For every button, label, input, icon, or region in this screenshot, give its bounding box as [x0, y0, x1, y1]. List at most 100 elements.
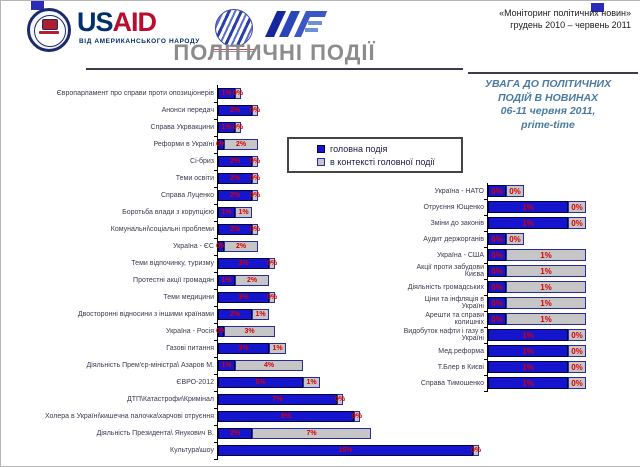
bar-value-label: 0%	[249, 192, 261, 199]
row-plot-area: 0% 0%	[484, 183, 639, 200]
chart-row: Анонси передач 2% 0%	[9, 102, 491, 120]
chart-row: Україна - США 0% 1%	[401, 247, 639, 264]
bar-value-label: 2%	[229, 175, 241, 182]
bar-value-label: 1%	[522, 202, 534, 212]
bar-context-event: 0%	[335, 394, 345, 405]
row-plot-area: 0% 2%	[214, 238, 491, 256]
bar-main-event: 1%	[218, 360, 235, 371]
bar-value-label: 0%	[491, 250, 503, 260]
row-plot-area: 0% 1%	[484, 247, 639, 264]
bar-main-event: 1%	[218, 88, 235, 99]
bar-value-label: 2%	[229, 158, 241, 165]
bar-value-label: 1%	[522, 362, 534, 372]
category-label: Культура\шоу	[170, 446, 214, 454]
bar-main-event: 2%	[218, 156, 252, 167]
bar-context-event: 0%	[266, 292, 278, 303]
row-plot-area: 1% 0%	[214, 85, 491, 103]
chart-row: Культура\шоу 15% 0%	[9, 442, 491, 460]
bar-context-event: 0%	[568, 345, 586, 357]
bar-value-label: 1%	[221, 277, 232, 284]
bar-main-event: 1%	[488, 217, 568, 229]
bar-value-label: 3%	[238, 260, 249, 267]
bar-value-label: 1%	[540, 266, 552, 276]
row-plot-area: 1% 0%	[484, 359, 639, 376]
bar-value-label: 1%	[238, 209, 249, 216]
row-plot-area: 2% 1%	[214, 306, 491, 324]
chart-row: Україна - ЄС 0% 2%	[9, 238, 491, 256]
bar-main-event: 3%	[218, 292, 269, 303]
bar-value-label: 5%	[255, 379, 266, 386]
bar-value-label: 7%	[306, 430, 317, 437]
globe-logo-caption	[211, 48, 255, 52]
category-label: Україна - НАТО	[434, 187, 485, 195]
chart-row: Європарламент про справи проти опозиціон…	[9, 85, 491, 103]
legend-label-main: головна подія	[330, 143, 388, 154]
bar-context-event: 0%	[249, 156, 261, 167]
category-label: Мед.реформа	[438, 347, 484, 355]
category-label: Акції проти забудови Києва	[416, 264, 484, 278]
category-label: Холера в Україні\кишечна палочка\харчові…	[44, 412, 214, 420]
bar-value-label: 0%	[215, 243, 227, 250]
bar-value-label: 1%	[522, 378, 534, 388]
bar-context-event: 0%	[233, 122, 243, 133]
row-plot-area: 0% 0%	[484, 231, 639, 248]
category-label: Діяльність Президента\ Янукович В.	[96, 429, 214, 437]
bar-value-label: 1%	[255, 311, 266, 318]
bar-value-label: 0%	[491, 298, 503, 308]
bar-value-label: 2%	[235, 243, 247, 250]
chart-row: Арешти та справи колишніх 0% 1%	[401, 311, 639, 328]
bar-context-event: 0%	[568, 377, 586, 389]
bar-value-label: 1%	[540, 250, 552, 260]
category-label: Боротьба влади з корупцією	[122, 208, 214, 216]
bar-main-event: 7%	[218, 394, 337, 405]
row-plot-area: 3% 0%	[214, 255, 491, 273]
bar-main-event: 1%	[488, 201, 568, 213]
bar-value-label: 4%	[263, 362, 275, 369]
row-plot-area: 1% 0%	[484, 375, 639, 392]
bar-value-label: 0%	[249, 158, 261, 165]
chart-row: Акції проти забудови Києва 0% 1%	[401, 263, 639, 280]
bar-main-event: 0%	[488, 281, 506, 293]
bar-value-label: 1%	[272, 345, 283, 352]
chart-row: Діяльність Президента\ Янукович В. 2% 7%	[9, 425, 491, 443]
bar-value-label: 7%	[272, 396, 283, 403]
bar-value-label: 8%	[280, 413, 292, 420]
bar-main-event: 3%	[218, 343, 269, 354]
chart-row: Справа Укрвакцини 1% 0%	[9, 119, 491, 137]
bar-value-label: 0%	[266, 260, 278, 267]
bar-context-event: 0%	[568, 217, 586, 229]
chart-row: Т.Блер в Києві 1% 0%	[401, 359, 639, 376]
bar-main-event: 0%	[216, 139, 226, 150]
chart-row: Справа Тимошенко 1% 0%	[401, 375, 639, 392]
bar-value-label: 1%	[221, 124, 232, 131]
bar-context-event: 0%	[266, 258, 278, 269]
bar-context-event: 7%	[252, 428, 371, 439]
bar-context-event: 0%	[568, 361, 586, 373]
row-plot-area: 0% 1%	[484, 295, 639, 312]
bar-value-label: 1%	[522, 218, 534, 228]
chart-row: Отруєння Ющенко 1% 0%	[401, 199, 639, 216]
bar-value-label: 0%	[266, 294, 278, 301]
bar-value-label: 1%	[522, 346, 534, 356]
category-label: Анонси передач	[161, 106, 214, 114]
bar-value-label: 0%	[249, 226, 261, 233]
row-plot-area: 0% 3%	[214, 323, 491, 341]
row-plot-area: 7% 0%	[214, 391, 491, 409]
bar-main-event: 1%	[488, 345, 568, 357]
bar-main-event: 1%	[488, 361, 568, 373]
category-label: Україна - ЄС	[173, 242, 214, 250]
chart-row: Комунальні\соціальні проблеми 2% 0%	[9, 221, 491, 239]
chart-row: Діяльність громадських 0% 1%	[401, 279, 639, 296]
usaid-wordmark-aid: AID	[112, 7, 157, 37]
category-label: Діяльність Прем'єр-міністра\ Азаров М.	[86, 361, 214, 369]
category-label: Справа Укрвакцини	[150, 123, 215, 131]
category-label: Комунальні\соціальні проблеми	[110, 225, 214, 233]
bar-value-label: 0%	[571, 378, 583, 388]
chart-row: Зміни до законів 1% 0%	[401, 215, 639, 232]
bar-value-label: 0%	[470, 447, 482, 454]
bar-context-event: 3%	[224, 326, 275, 337]
row-plot-area: 1% 0%	[484, 199, 639, 216]
bar-value-label: 0%	[509, 186, 521, 196]
bar-value-label: 1%	[221, 209, 232, 216]
bar-value-label: 1%	[221, 362, 232, 369]
